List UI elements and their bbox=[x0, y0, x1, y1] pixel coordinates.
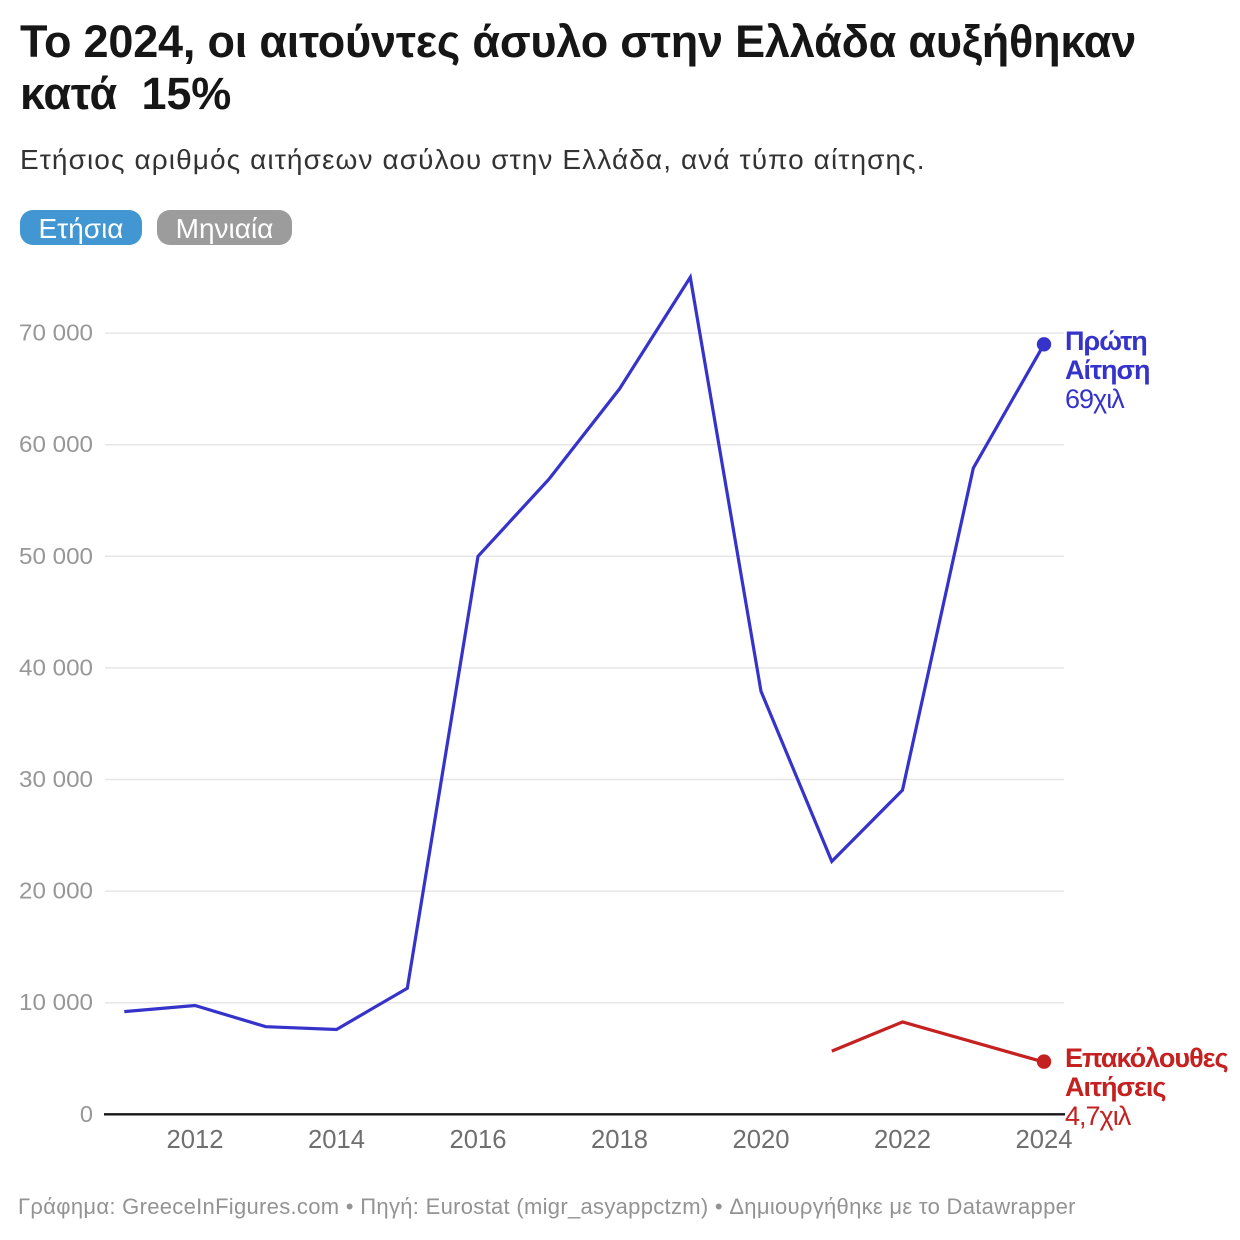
svg-text:60 000: 60 000 bbox=[19, 431, 93, 457]
svg-text:10 000: 10 000 bbox=[19, 989, 93, 1015]
svg-text:0: 0 bbox=[80, 1101, 93, 1127]
svg-text:2016: 2016 bbox=[450, 1124, 507, 1154]
svg-text:2022: 2022 bbox=[874, 1124, 931, 1154]
svg-text:70 000: 70 000 bbox=[19, 320, 93, 346]
svg-text:2024: 2024 bbox=[1016, 1124, 1073, 1154]
svg-text:2012: 2012 bbox=[167, 1124, 224, 1154]
svg-text:2014: 2014 bbox=[308, 1124, 365, 1154]
svg-text:50 000: 50 000 bbox=[19, 543, 93, 569]
svg-text:40 000: 40 000 bbox=[19, 654, 93, 680]
svg-text:2020: 2020 bbox=[733, 1124, 790, 1154]
svg-text:2018: 2018 bbox=[591, 1124, 648, 1154]
svg-text:30 000: 30 000 bbox=[19, 766, 93, 792]
svg-text:20 000: 20 000 bbox=[19, 878, 93, 904]
